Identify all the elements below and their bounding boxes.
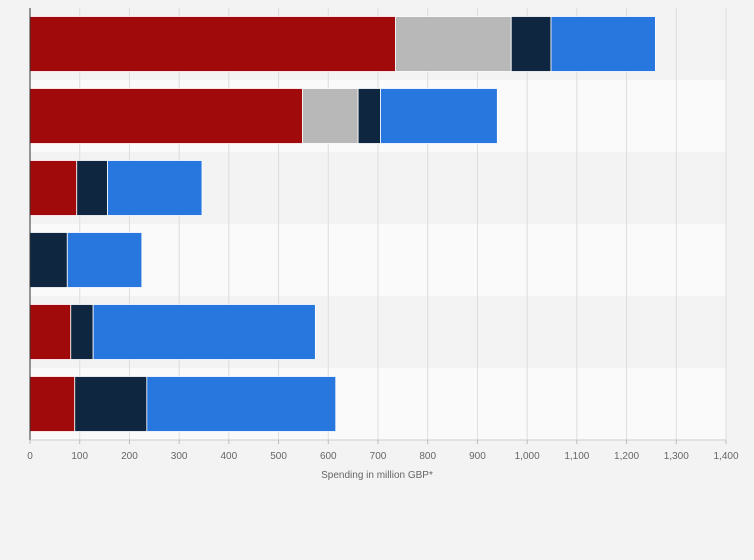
bar-segment-row4-series4 <box>66 232 143 288</box>
x-tick-label: 300 <box>171 451 188 462</box>
x-tick-label: 1,200 <box>614 451 639 462</box>
gridlines <box>79 8 727 440</box>
bar-segment-row1-series2 <box>394 16 512 72</box>
x-tick-label: 500 <box>270 451 287 462</box>
bar-segment-row2-series2 <box>302 88 359 144</box>
bar-segment-row3-series4 <box>107 160 203 216</box>
bar-segment-row5-series1 <box>29 304 72 360</box>
bar-segment-row6-series4 <box>146 376 337 432</box>
x-tick-label: 1,000 <box>515 451 540 462</box>
x-tick-label: 0 <box>27 451 33 462</box>
x-tick-label: 100 <box>71 451 88 462</box>
bar-segment-row6-series3 <box>74 376 148 432</box>
bar-segment-row6-series1 <box>29 376 76 432</box>
x-tick-label: 1,300 <box>664 451 689 462</box>
x-tick-label: 900 <box>469 451 486 462</box>
x-tick-label: 800 <box>419 451 436 462</box>
x-tick-label: 400 <box>221 451 238 462</box>
bar-segment-row5-series3 <box>70 304 94 360</box>
bar-segment-row4-series3 <box>29 232 68 288</box>
bar-segment-row2-series1 <box>29 88 303 144</box>
x-tick-labels: 0 100 200 300 400 500 600 700 800 900 1,000 1,100 1,… <box>27 451 739 462</box>
x-axis <box>29 8 727 444</box>
x-tick-label: 1,400 <box>713 451 738 462</box>
bar-segment-row1-series4 <box>550 16 656 72</box>
bar-segment-row3-series1 <box>29 160 78 216</box>
x-axis-label: Spending in million GBP* <box>321 470 433 481</box>
x-tick-label: 1,100 <box>564 451 589 462</box>
bar-segment-row2-series4 <box>380 88 498 144</box>
x-tick-label: 200 <box>121 451 138 462</box>
bar-segment-row1-series3 <box>510 16 552 72</box>
bar-segment-row5-series4 <box>92 304 316 360</box>
bar-segments <box>29 16 656 432</box>
x-tick-label: 600 <box>320 451 337 462</box>
bar-segment-row1-series1 <box>29 16 396 72</box>
bar-segment-row2-series3 <box>357 88 381 144</box>
bar-segment-row3-series3 <box>76 160 108 216</box>
x-tick-label: 700 <box>370 451 387 462</box>
